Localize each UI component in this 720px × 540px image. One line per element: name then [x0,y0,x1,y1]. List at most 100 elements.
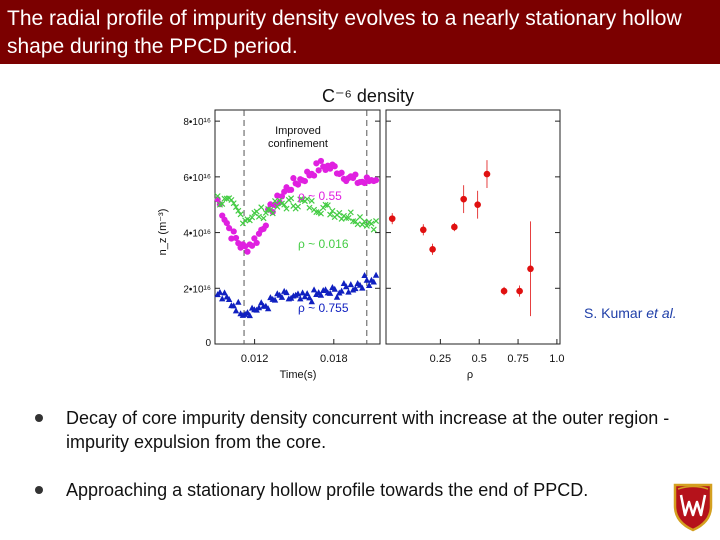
data-point-rho-0016 [313,209,320,216]
data-point-rho-0755 [225,295,233,302]
data-point-rho-0016 [255,213,262,220]
bullet-text: Approaching a stationary hollow profile … [66,480,589,500]
author-credit: S. Kumar et al. [584,305,677,321]
x-tick-label: 0.5 [472,353,487,365]
data-point-rho-0016 [214,193,221,200]
data-point-rho-0755 [347,281,354,288]
radial-data-point [516,287,523,295]
credit-etal: et al. [646,305,677,321]
data-point-rho-0755 [365,281,373,288]
data-point-rho-0016 [373,217,380,225]
data-point-rho-0016 [260,215,267,222]
data-point-rho-0016 [370,226,377,233]
data-point-rho-0755 [345,288,352,295]
x-axis-label-rho: ρ [467,369,473,381]
data-point-rho-055 [338,169,345,176]
bullet-dot [35,486,43,494]
data-point-rho-0755 [232,307,240,314]
data-point-rho-0755 [301,293,309,300]
data-point-rho-0016 [230,200,237,207]
data-point-rho-0755 [221,289,228,296]
data-point-rho-0755 [326,289,334,296]
data-point-rho-0755 [271,296,279,303]
data-point-rho-0755 [297,295,304,302]
data-point-rho-0755 [308,298,315,305]
data-point-rho-055 [317,157,325,165]
x-tick-label: 0.012 [241,353,269,365]
data-point-rho-055 [313,160,320,167]
data-point-rho-0755 [283,289,290,296]
radial-data-point [500,287,508,295]
data-point-rho-0016 [336,209,343,216]
data-point-rho-0755 [299,289,306,296]
data-point-rho-0755 [235,298,242,305]
data-point-rho-0016 [327,211,334,218]
data-point-rho-0016 [232,204,240,211]
data-point-rho-055 [331,163,338,170]
data-point-rho-0016 [237,211,244,218]
data-point-rho-0016 [345,214,352,221]
data-point-rho-0016 [356,213,363,221]
radial-data-point [474,201,481,209]
data-point-rho-0755 [264,305,272,312]
data-point-rho-0755 [278,293,286,300]
data-point-rho-0016 [361,218,368,225]
x-axis-label-time: Time(s) [280,369,317,381]
bullet-item: Decay of core impurity density concurren… [35,406,695,456]
data-point-rho-055 [244,248,251,255]
credit-name: S. Kumar [584,305,647,321]
bullet-text: Decay of core impurity density concurren… [66,408,670,452]
university-crest-icon [673,483,713,532]
data-point-rho-0016 [308,197,315,204]
data-point-rho-0016 [304,196,311,203]
y-tick-label: 2•10¹⁶ [183,284,211,295]
y-tick-label: 6•10¹⁶ [183,173,211,184]
series-label-rho-055: ρ ~ 0.55 [298,189,342,203]
data-point-rho-0755 [370,278,377,285]
title-bar: The radial profile of impurity density e… [0,0,720,64]
data-point-rho-0016 [324,202,331,209]
data-point-rho-055 [248,242,256,249]
x-tick-label: 0.25 [430,353,451,365]
data-point-rho-0755 [230,302,237,309]
data-point-rho-0016 [258,204,265,211]
data-point-rho-055 [278,193,286,200]
data-point-rho-055 [315,167,322,174]
data-point-rho-0016 [306,204,313,211]
data-point-rho-0016 [269,210,276,217]
data-point-rho-055 [294,181,302,188]
data-point-rho-055 [230,228,237,235]
data-point-rho-0016 [228,196,235,203]
right-plot-frame [385,109,561,345]
x-tick-label: 0.018 [320,353,348,365]
x-tick-label: 0.75 [507,353,528,365]
data-point-rho-0016 [350,218,357,225]
x-tick-label: 1.0 [549,353,564,365]
y-axis-label: n_z (m⁻³) [157,209,169,256]
data-point-rho-0016 [235,207,242,214]
data-point-rho-055 [253,239,260,247]
radial-data-point [460,195,467,203]
data-point-rho-0016 [363,222,370,229]
data-point-rho-0755 [255,304,263,311]
data-point-rho-0755 [342,283,350,290]
bullet-item: Approaching a stationary hollow profile … [35,478,695,504]
data-point-rho-055 [301,178,308,185]
slide-title: The radial profile of impurity density e… [7,7,682,58]
data-point-rho-0755 [333,293,341,300]
data-point-rho-0755 [294,290,302,297]
data-point-rho-055 [310,172,318,179]
data-point-rho-0016 [281,201,288,208]
data-point-rho-055 [232,234,240,242]
series-label-rho-0755: ρ ~ 0.755 [298,301,349,315]
data-point-rho-0755 [361,272,368,279]
data-point-rho-0016 [249,214,256,221]
data-point-rho-0755 [306,294,313,301]
radial-data-point [388,215,396,222]
chart-title: C⁻⁶ density [322,86,414,106]
data-point-rho-0755 [363,276,371,283]
data-point-rho-0016 [288,195,295,202]
data-point-rho-0016 [317,210,324,217]
